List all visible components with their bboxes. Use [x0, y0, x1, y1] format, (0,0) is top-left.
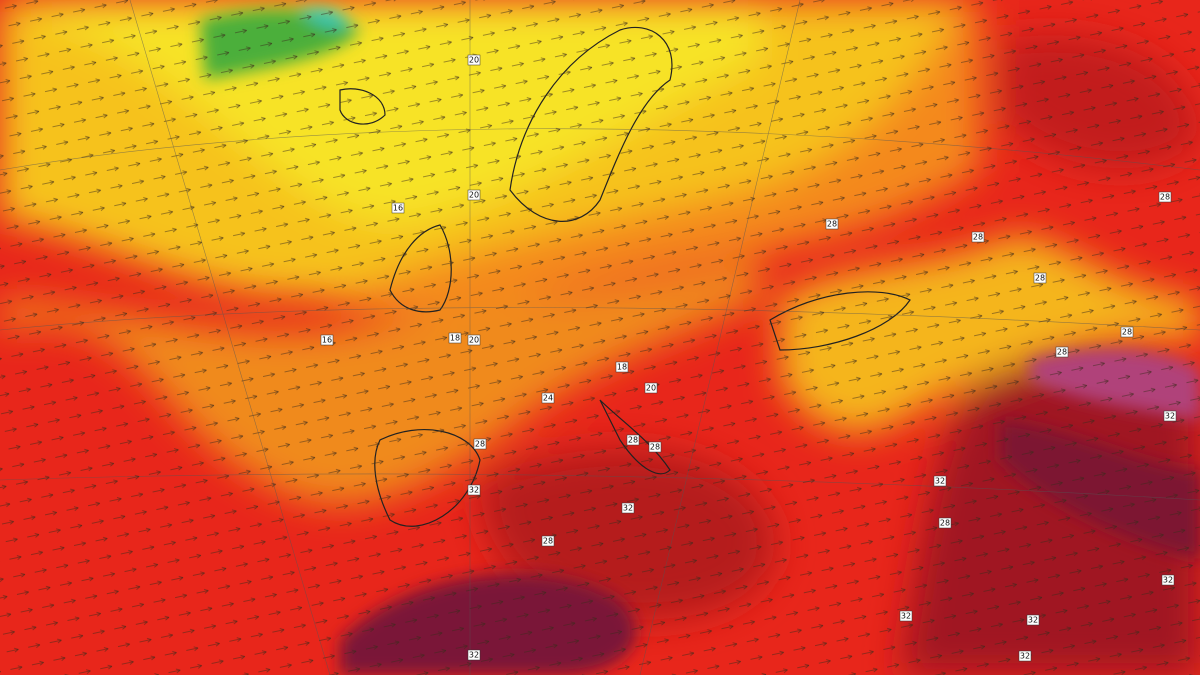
isotherm-label: 28 [475, 440, 485, 449]
label-box [644, 382, 658, 394]
label-box [1158, 191, 1172, 203]
label-box [467, 54, 481, 66]
label-box [467, 189, 481, 201]
isotherm-label: 24 [543, 394, 553, 403]
label-box [541, 392, 555, 404]
label-box [320, 334, 334, 346]
label-box [971, 231, 985, 243]
isotherm-label: 28 [1057, 348, 1067, 357]
label-box [1161, 574, 1175, 586]
label-box [648, 441, 662, 453]
isotherm-label: 32 [469, 486, 479, 495]
isotherm-label: 28 [1035, 274, 1045, 283]
isotherm-label: 32 [1165, 412, 1175, 421]
isotherm-label: 20 [469, 336, 479, 345]
label-box [1033, 272, 1047, 284]
label-box [467, 484, 481, 496]
isotherm-label: 28 [827, 220, 837, 229]
isotherm-label: 20 [469, 191, 479, 200]
label-box [933, 475, 947, 487]
isotherm-label: 18 [617, 363, 627, 372]
isotherm-label: 28 [650, 443, 660, 452]
isotherm-label: 32 [1028, 616, 1038, 625]
isotherm-label: 28 [940, 519, 950, 528]
label-box [473, 438, 487, 450]
isotherm-label: 18 [450, 334, 460, 343]
label-box [899, 610, 913, 622]
label-box [1055, 346, 1069, 358]
isotherm-label: 32 [623, 504, 633, 513]
isotherm-label: 32 [469, 651, 479, 660]
isotherm-label: 28 [1160, 193, 1170, 202]
label-box [467, 334, 481, 346]
isotherm-label: 32 [935, 477, 945, 486]
isotherm-label: 16 [393, 204, 403, 213]
isotherm-label: 16 [322, 336, 332, 345]
label-box [938, 517, 952, 529]
label-box [1163, 410, 1177, 422]
isotherm-label: 28 [543, 537, 553, 546]
isotherm-label: 32 [1020, 652, 1030, 661]
isotherm-label: 20 [646, 384, 656, 393]
isotherm-label: 28 [1122, 328, 1132, 337]
isotherm-label: 32 [901, 612, 911, 621]
label-box [541, 535, 555, 547]
label-box [825, 218, 839, 230]
label-box [1026, 614, 1040, 626]
label-box [621, 502, 635, 514]
isotherm-label: 32 [1163, 576, 1173, 585]
label-box [626, 434, 640, 446]
label-box [391, 202, 405, 214]
isotherm-label: 28 [628, 436, 638, 445]
isotherm-labels: 20 20 16 16 18 20 18 20 24 28 28 28 32 32 28 32 28 28 28 28… [320, 54, 1177, 662]
label-box [615, 361, 629, 373]
isotherm-label: 20 [469, 56, 479, 65]
label-box [1120, 326, 1134, 338]
label-box [448, 332, 462, 344]
label-box [1018, 650, 1032, 662]
isotherm-label: 28 [973, 233, 983, 242]
label-box [467, 649, 481, 661]
